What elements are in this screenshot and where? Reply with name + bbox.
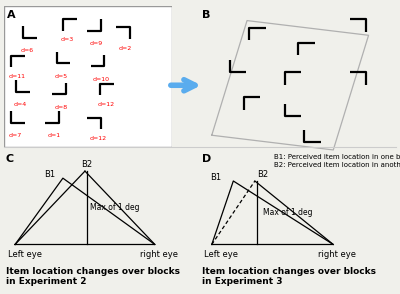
Text: Max of 1 deg: Max of 1 deg bbox=[90, 203, 140, 212]
Text: d=5: d=5 bbox=[54, 74, 68, 79]
Text: d=12: d=12 bbox=[98, 102, 115, 107]
Text: d=1: d=1 bbox=[48, 133, 61, 138]
Text: Left eye: Left eye bbox=[8, 250, 42, 259]
FancyBboxPatch shape bbox=[4, 6, 172, 147]
Text: d=2: d=2 bbox=[118, 46, 132, 51]
Text: d=9: d=9 bbox=[90, 41, 103, 46]
Text: d=8: d=8 bbox=[54, 105, 68, 110]
Text: A: A bbox=[7, 10, 16, 20]
Text: Item location changes over blocks
in Experiment 2: Item location changes over blocks in Exp… bbox=[6, 267, 180, 286]
Text: B1: B1 bbox=[210, 173, 221, 182]
Text: right eye: right eye bbox=[140, 250, 178, 259]
Text: d=11: d=11 bbox=[9, 74, 26, 79]
Text: d=7: d=7 bbox=[9, 133, 22, 138]
Text: d=6: d=6 bbox=[21, 49, 34, 54]
Text: d=3: d=3 bbox=[61, 37, 74, 42]
Text: Max of 1 deg: Max of 1 deg bbox=[263, 208, 312, 217]
Text: B1: Perceived item location in one block
B2: Perceived item location in another : B1: Perceived item location in one block… bbox=[274, 154, 400, 168]
Text: B2: B2 bbox=[257, 170, 268, 179]
Text: B: B bbox=[202, 10, 210, 20]
Text: d=4: d=4 bbox=[14, 102, 27, 107]
Text: B1: B1 bbox=[44, 170, 56, 179]
Text: d=10: d=10 bbox=[93, 77, 110, 82]
Text: B2: B2 bbox=[81, 160, 92, 169]
Text: D: D bbox=[202, 154, 211, 164]
Text: right eye: right eye bbox=[318, 250, 356, 259]
Text: d=12: d=12 bbox=[90, 136, 107, 141]
Text: C: C bbox=[6, 154, 14, 164]
Text: Left eye: Left eye bbox=[204, 250, 238, 259]
Text: Item location changes over blocks
in Experiment 3: Item location changes over blocks in Exp… bbox=[202, 267, 376, 286]
